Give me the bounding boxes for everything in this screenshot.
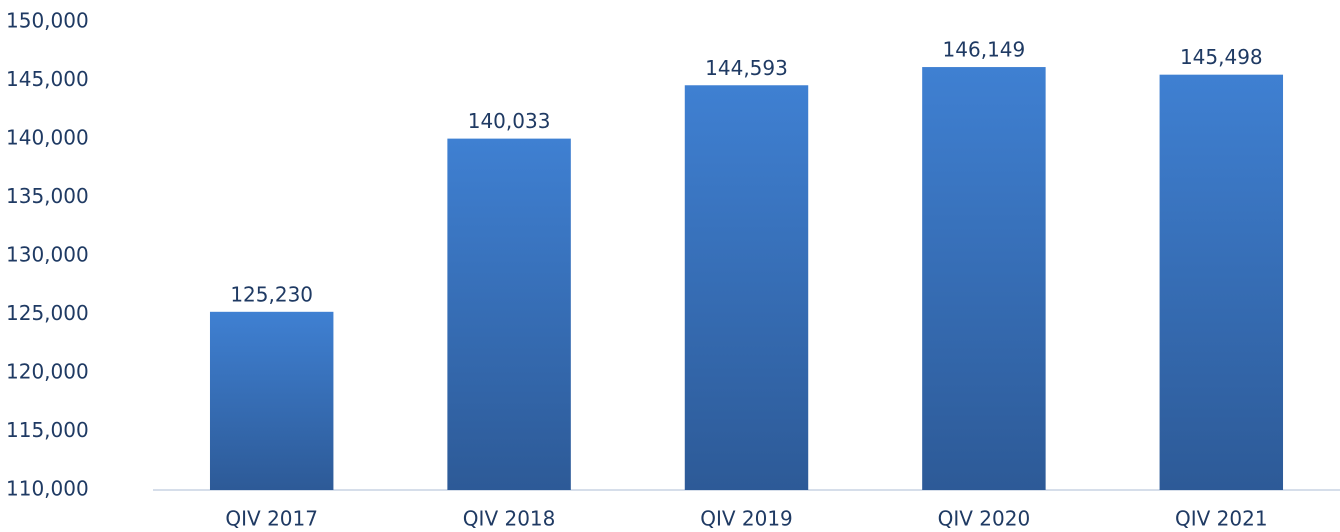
y-tick-label: 135,000 — [6, 184, 89, 208]
y-tick-label: 120,000 — [6, 360, 89, 384]
x-tick-label: QIV 2021 — [1175, 507, 1268, 531]
bar — [209, 311, 334, 490]
y-tick-label: 125,000 — [6, 301, 89, 325]
y-tick-label: 145,000 — [6, 67, 89, 91]
x-tick-label: QIV 2019 — [700, 507, 793, 531]
y-tick-label: 130,000 — [6, 243, 89, 267]
data-label: 146,149 — [943, 38, 1026, 62]
data-label: 144,593 — [705, 56, 788, 80]
data-label: 145,498 — [1180, 45, 1263, 69]
bar — [922, 67, 1046, 490]
x-tick-label: QIV 2017 — [225, 507, 318, 531]
x-tick-label: QIV 2018 — [463, 507, 556, 531]
bar — [447, 138, 571, 491]
x-tick-label: QIV 2020 — [938, 507, 1031, 531]
y-tick-label: 140,000 — [6, 126, 89, 150]
y-tick-label: 150,000 — [6, 9, 89, 33]
y-tick-label: 115,000 — [6, 418, 89, 442]
data-label: 140,033 — [468, 109, 551, 133]
y-tick-label: 110,000 — [6, 477, 89, 501]
data-label: 125,230 — [230, 282, 313, 306]
bar — [1159, 74, 1284, 490]
bar — [684, 85, 809, 490]
